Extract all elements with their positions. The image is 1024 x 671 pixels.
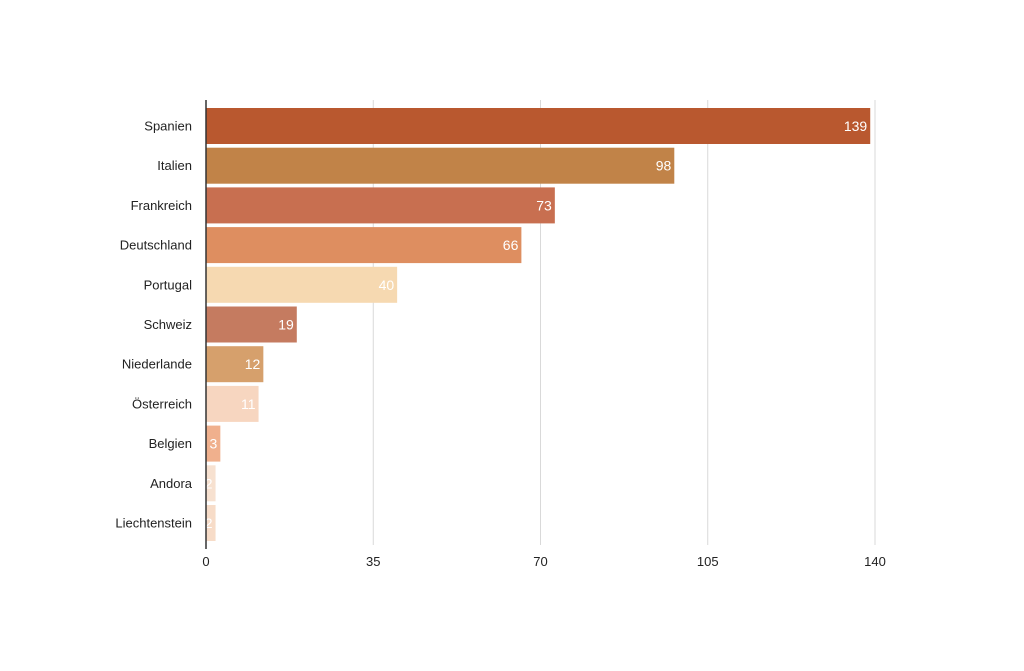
- value-label: 19: [278, 317, 294, 333]
- bar: [206, 108, 871, 144]
- category-label: Belgien: [149, 436, 192, 451]
- bar: [206, 505, 216, 541]
- category-label: Spanien: [144, 119, 192, 134]
- bar: [206, 227, 522, 264]
- value-label: 73: [536, 197, 552, 213]
- x-axis-ticks: 0 35 70 105 140: [202, 554, 885, 569]
- category-labels: Spanien Italien Frankreich Deutschland Portu…: [115, 119, 192, 531]
- bar: [206, 147, 675, 184]
- bar: [206, 346, 264, 383]
- bar: [206, 425, 221, 462]
- category-label: Frankreich: [131, 198, 192, 213]
- x-tick-label: 0: [202, 554, 209, 569]
- category-label: Portugal: [144, 277, 193, 292]
- category-label: Andora: [150, 476, 193, 491]
- category-label: Österreich: [132, 396, 192, 411]
- bar: [206, 266, 398, 303]
- bars: [206, 108, 871, 541]
- x-tick-label: 70: [533, 554, 547, 569]
- value-label: 2: [205, 475, 213, 491]
- category-label: Italien: [157, 158, 192, 173]
- value-label: 98: [656, 158, 672, 174]
- value-label: 40: [379, 277, 395, 293]
- bar: [206, 187, 555, 224]
- value-label: 66: [503, 237, 519, 253]
- bar: [206, 385, 259, 422]
- category-label: Niederlande: [122, 357, 192, 372]
- x-tick-label: 35: [366, 554, 380, 569]
- value-label: 2: [205, 515, 213, 531]
- value-label: 3: [210, 436, 218, 452]
- bar: [206, 306, 297, 343]
- x-tick-label: 140: [864, 554, 886, 569]
- category-label: Deutschland: [120, 238, 192, 253]
- value-label: 139: [844, 118, 868, 134]
- value-label: 11: [241, 396, 256, 412]
- x-tick-label: 105: [697, 554, 719, 569]
- category-label: Schweiz: [144, 317, 192, 332]
- value-labels: 139 98 73 66 40 19 12 11 3 2 2: [205, 118, 868, 531]
- value-label: 12: [245, 356, 261, 372]
- bar: [206, 465, 216, 502]
- category-label: Liechtenstein: [115, 516, 192, 531]
